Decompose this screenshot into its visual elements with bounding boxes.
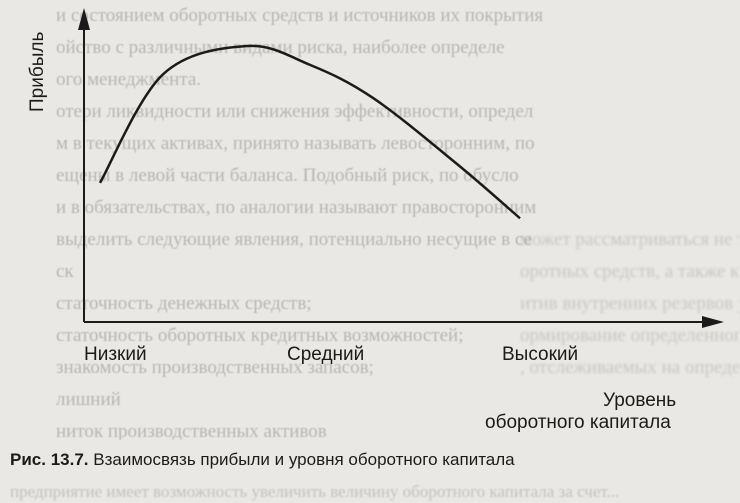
- background-line: ормирование определенного уровня оборотн…: [520, 325, 740, 346]
- series-line: [98, 44, 521, 220]
- footer-background-text: предприятие имеет возможность увеличить …: [10, 482, 620, 501]
- x-tick-label: Высокий: [502, 344, 579, 365]
- background-line: ниток производственных активов: [56, 421, 327, 440]
- background-line: оротных средств, а также как способ выяв…: [520, 261, 740, 282]
- background-line: итив внутренних резервов увеличения эффе…: [520, 293, 740, 314]
- background-line: м в текущих активах, принято называть ле…: [56, 133, 535, 154]
- background-line: ск: [56, 261, 74, 282]
- background-text: и состоянием оборотных средств и источни…: [56, 5, 544, 440]
- figure-number: Рис. 13.7.: [10, 450, 89, 469]
- background-line: ещены в левой части баланса. Подобный ри…: [56, 165, 519, 186]
- background-line: и в обязательствах, по аналогии называют…: [56, 197, 537, 218]
- background-text-right: может рассматриваться не только как мето…: [520, 0, 740, 420]
- x-axis-label-line1: Уровень: [603, 390, 677, 411]
- y-axis-label: Прибыль: [27, 31, 48, 112]
- background-line: и состоянием оборотных средств и источни…: [56, 5, 544, 26]
- background-line: , отслеживаемых на определенный срок в н…: [520, 357, 740, 378]
- figure-caption: Рис. 13.7. Взаимосвязь прибыли и уровня …: [0, 440, 740, 480]
- background-line: знакомость производственных запасов;: [56, 357, 374, 378]
- figure-title: Взаимосвязь прибыли и уровня оборотного …: [93, 450, 515, 469]
- x-axis-arrow-icon: [702, 316, 724, 328]
- background-line: статочность денежных средств;: [56, 293, 312, 314]
- x-axis-label-line2: оборотного капитала: [485, 412, 671, 433]
- chart: [78, 8, 724, 328]
- background-line: лишний: [56, 389, 121, 410]
- background-line: выделить следующие явления, потенциально…: [56, 229, 532, 250]
- background-line: может рассматриваться не только как мето…: [520, 229, 740, 250]
- y-axis-arrow-icon: [78, 8, 90, 30]
- background-line: статочность оборотных кредитных возможно…: [56, 325, 464, 346]
- background-line: ойство с различными видами риска, наибол…: [56, 37, 505, 58]
- x-tick-label: Средний: [287, 344, 365, 365]
- background-line: отери ликвидности или снижения эффективн…: [56, 101, 534, 122]
- x-tick-label: Низкий: [84, 344, 147, 365]
